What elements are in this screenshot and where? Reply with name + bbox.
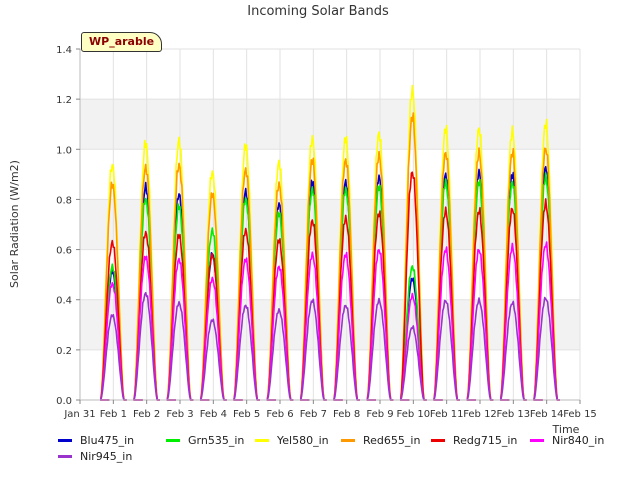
y-tick-label: 0.6 [56,246,72,257]
plot-band [80,149,580,200]
legend-swatch [58,439,72,442]
y-tick-label: 0.2 [56,346,72,357]
plot-band [80,299,580,350]
site-badge: WP_arable [81,32,163,52]
y-tick-label: 0.8 [56,195,72,206]
y-tick-label: 1.0 [56,145,72,156]
y-tick-label: 1.4 [56,45,72,56]
x-tick-label: Feb 10 [397,409,431,420]
x-tick-label: Feb 11 [430,409,464,420]
series-line-Yel580_in [99,84,560,401]
plot-band [80,249,580,300]
x-axis-label: Time [552,423,580,436]
x-tick-label: Feb 3 [166,409,193,420]
x-tick-label: Feb 1 [100,409,127,420]
x-tick-label: Feb 14 [530,409,564,420]
legend-label: Nir840_in [552,434,605,447]
legend-swatch [58,455,72,458]
legend-swatch [431,439,445,442]
y-tick-label: 1.2 [56,95,72,106]
axes: 0.0 0.2 0.4 0.6 0.8 1.0 1.2 1.4 Jan 31 Feb 1 Feb 2… [56,45,597,420]
chart-title: Incoming Solar Bands [247,4,389,19]
x-tick-label: Feb 9 [366,409,393,420]
x-tick-label: Jan 31 [63,409,95,420]
plot-band [80,49,580,100]
legend-swatch [166,439,180,442]
legend-label: Nir945_in [80,450,133,463]
series-lines [99,84,560,401]
legend-swatch [255,439,269,442]
series-line-Redg715_in [99,171,560,401]
x-tick-label: Feb 5 [233,409,260,420]
series-line-Nir945_in [99,291,560,401]
legend-label: Yel580_in [277,434,329,447]
y-tick-label: 0.4 [56,296,72,307]
series-line-Grn535_in [99,172,560,401]
series-line-Nir840_in [99,241,560,401]
plot-band [80,199,580,250]
plot-band [80,99,580,150]
series-line-Red655_in [99,112,560,401]
y-tick-label: 0.0 [56,396,72,407]
legend-label: Redg715_in [453,434,518,447]
legend-label: Grn535_in [188,434,245,447]
x-tick-label: Feb 15 [563,409,597,420]
x-tick-label: Feb 4 [200,409,227,420]
x-tick-label: Feb 8 [333,409,360,420]
x-tick-label: Feb 13 [497,409,531,420]
y-axis-label: Solar Radiation (W/m2) [8,160,21,288]
x-tick-label: Feb 2 [133,409,160,420]
legend-label: Red655_in [363,434,421,447]
legend-swatch [341,439,355,442]
x-tick-label: Feb 7 [300,409,327,420]
plot-band [80,349,580,400]
plot-background-bands [80,49,580,400]
x-tick-label: Feb 12 [463,409,497,420]
legend-label: Blu475_in [80,434,135,447]
legend-swatch [530,439,544,442]
x-tick-label: Feb 6 [266,409,293,420]
